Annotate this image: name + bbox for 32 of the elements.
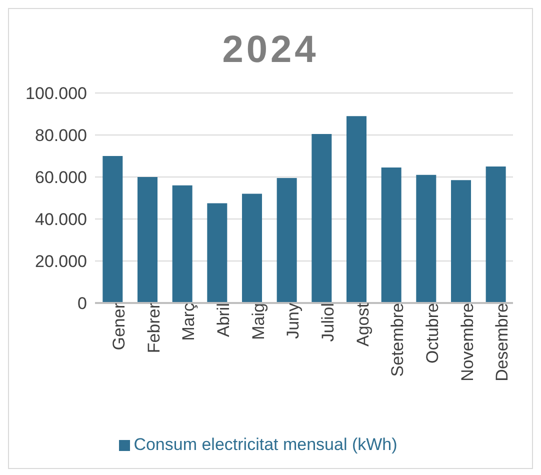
legend-label: Consum electricitat mensual (kWh) [134, 435, 398, 454]
bar [172, 185, 192, 303]
bar [381, 168, 402, 303]
bar [242, 194, 262, 303]
bar [276, 178, 297, 303]
y-tick-label: 40.000 [35, 210, 87, 230]
x-tick-label: Febrer [144, 302, 164, 354]
x-tick-label: Setembre [388, 303, 408, 377]
x-tick-label: Juliol [318, 303, 338, 342]
bar [207, 203, 228, 303]
bar [137, 177, 158, 303]
y-tick-label: 80.000 [35, 126, 87, 146]
x-tick-label: Desembre [492, 303, 512, 382]
y-tick-label: 20.000 [35, 252, 87, 272]
bar [416, 174, 436, 303]
chart-title: 2024 [221, 29, 320, 73]
x-tick-label: Octubre [422, 303, 442, 364]
x-tick-label: Abril [214, 303, 233, 338]
bar [346, 116, 366, 303]
bar [312, 134, 332, 303]
y-tick-label: 100.000 [26, 84, 87, 104]
x-tick-label: Gener [109, 302, 128, 350]
x-tick-label: Juny [284, 302, 303, 339]
x-tick-label: Agost [353, 302, 372, 346]
x-tick-label: Maig [248, 303, 268, 340]
x-tick-label: Novembre [458, 303, 477, 382]
bar [450, 180, 471, 303]
x-tick-label: Març [179, 302, 198, 341]
y-tick-label: 0 [78, 294, 87, 314]
y-tick-label: 60.000 [35, 168, 87, 188]
bar [102, 156, 123, 303]
bar [486, 166, 506, 303]
